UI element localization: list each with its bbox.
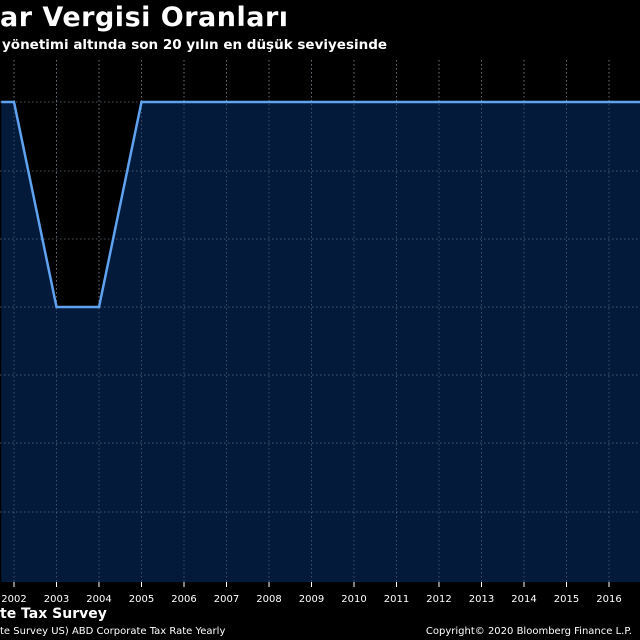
- x-tick-label: 2010: [341, 594, 366, 605]
- x-tick-label: 2015: [554, 594, 579, 605]
- x-tick-label: 2016: [596, 594, 621, 605]
- x-tick-label: 2008: [256, 594, 281, 605]
- source-detail: te Survey US) ABD Corporate Tax Rate Yea…: [0, 626, 226, 637]
- chart-subtitle: yönetimi altında son 20 yılın en düşük s…: [2, 37, 388, 53]
- x-tick-label: 2014: [511, 594, 536, 605]
- source-title: te Tax Survey: [0, 606, 107, 622]
- x-tick-label: 2013: [469, 594, 494, 605]
- x-tick-label: 2004: [86, 594, 111, 605]
- chart-title: ar Vergisi Oranları: [0, 2, 289, 33]
- x-tick-label: 2007: [214, 594, 239, 605]
- copyright: Copyright© 2020 Bloomberg Finance L.P.: [425, 626, 632, 637]
- x-tick-label: 2012: [426, 594, 451, 605]
- x-axis-ticks: 2002 2003 2004 2005 2006 2007 2008 2009 2010 2011…: [1, 582, 622, 605]
- x-tick-label: 2009: [299, 594, 324, 605]
- area-fill: [1, 102, 640, 582]
- x-tick-label: 2005: [129, 594, 154, 605]
- x-tick-label: 2006: [171, 594, 196, 605]
- series-line: [1, 100, 640, 309]
- x-tick-label: 2011: [384, 594, 409, 605]
- x-tick-label: 2003: [44, 594, 69, 605]
- x-tick-label: 2002: [1, 594, 26, 605]
